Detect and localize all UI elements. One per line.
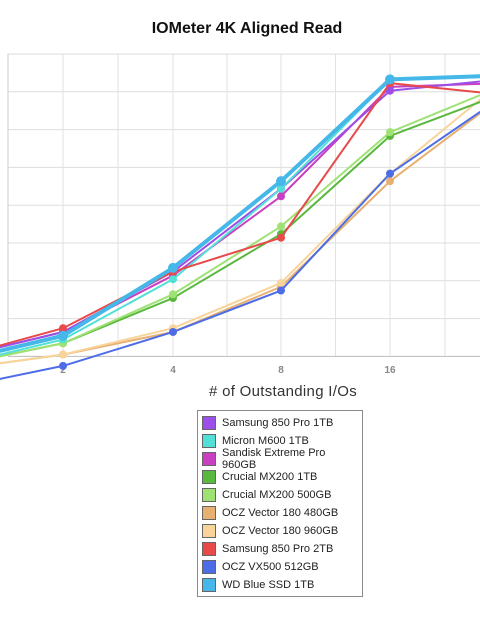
chart-title: IOMeter 4K Aligned Read — [151, 20, 343, 37]
data-point — [386, 86, 394, 95]
x-tick-label: 2 — [60, 365, 66, 376]
data-point — [386, 177, 394, 186]
series-line — [0, 110, 480, 380]
series-line — [0, 82, 480, 347]
series-ocz-vx500-512gb — [0, 110, 480, 380]
data-point — [59, 361, 67, 370]
series-samsung-850-pro-1tb — [0, 80, 480, 349]
series-line — [0, 80, 480, 349]
data-point — [277, 286, 285, 295]
legend-item-samsung-850-pro-1tb: Samsung 850 Pro 1TB — [202, 414, 362, 432]
legend-swatch — [202, 578, 216, 592]
data-point — [59, 324, 67, 333]
legend-item-ocz-vx500-512gb: OCZ VX500 512GB — [202, 558, 362, 576]
legend-swatch — [202, 416, 216, 430]
legend-item-sandisk-extreme-pro-960gb: Sandisk Extreme Pro 960GB — [202, 447, 362, 471]
legend-label: Crucial MX200 1TB — [222, 471, 318, 483]
series-lines — [0, 74, 480, 380]
data-point — [58, 330, 68, 341]
legend: Samsung 850 Pro 1TB Micron M600 1TB Sandis… — [197, 410, 363, 597]
legend-label: Sandisk Extreme Pro 960GB — [222, 447, 326, 471]
legend-item-ocz-vector-180-960gb: OCZ Vector 180 960GB — [202, 522, 362, 540]
series-crucial-mx200-1tb — [0, 100, 480, 358]
legend-swatch — [202, 452, 216, 466]
series-line — [0, 98, 480, 365]
legend-label: OCZ Vector 180 960GB — [222, 525, 339, 537]
legend-item-ocz-vector-180-480gb: OCZ Vector 180 480GB — [202, 504, 362, 522]
legend-item-samsung-850-pro-2tb: Samsung 850 Pro 2TB — [202, 540, 362, 558]
data-point — [276, 176, 286, 187]
data-point — [386, 128, 394, 137]
series-samsung-850-pro-2tb — [0, 79, 480, 347]
data-point — [386, 169, 394, 178]
data-point — [168, 262, 178, 273]
x-tick-label: 8 — [278, 365, 284, 376]
x-axis: 2 4 8 16 — [60, 365, 396, 376]
series-wd-blue-ssd-1tb — [0, 74, 480, 353]
legend-item-micron-m600-1tb: Micron M600 1TB — [202, 432, 362, 450]
data-point — [385, 74, 395, 85]
legend-swatch — [202, 506, 216, 520]
legend-label: Crucial MX200 500GB — [222, 489, 332, 501]
legend-swatch — [202, 434, 216, 448]
x-tick-label: 4 — [170, 365, 176, 376]
series-line — [0, 74, 480, 353]
legend-label: WD Blue SSD 1TB — [222, 579, 315, 591]
legend-swatch — [202, 470, 216, 484]
data-point — [277, 192, 285, 201]
legend-label: Samsung 850 Pro 2TB — [222, 543, 334, 555]
legend-swatch — [202, 542, 216, 556]
series-line — [0, 94, 480, 358]
data-point — [277, 278, 285, 287]
legend-item-crucial-mx200-500gb: Crucial MX200 500GB — [202, 486, 362, 504]
data-point — [277, 233, 285, 242]
legend-label: OCZ VX500 512GB — [222, 561, 319, 573]
series-line — [0, 100, 480, 358]
legend-item-crucial-mx200-1tb: Crucial MX200 1TB — [202, 468, 362, 486]
legend-swatch — [202, 560, 216, 574]
legend-label: OCZ Vector 180 480GB — [222, 507, 339, 519]
x-axis-title: # of Outstanding I/Os — [208, 383, 358, 400]
legend-label: Samsung 850 Pro 1TB — [222, 417, 334, 429]
data-point — [277, 184, 285, 193]
legend-item-wd-blue-ssd-1tb: WD Blue SSD 1TB — [202, 576, 362, 594]
data-point — [59, 350, 67, 359]
data-point — [277, 222, 285, 231]
x-tick-label: 16 — [384, 365, 396, 376]
legend-swatch — [202, 488, 216, 502]
data-point — [169, 290, 177, 299]
legend-swatch — [202, 524, 216, 538]
data-point — [169, 327, 177, 336]
legend-label: Micron M600 1TB — [222, 435, 309, 447]
grid-lines — [7, 53, 480, 357]
data-point — [169, 275, 177, 284]
